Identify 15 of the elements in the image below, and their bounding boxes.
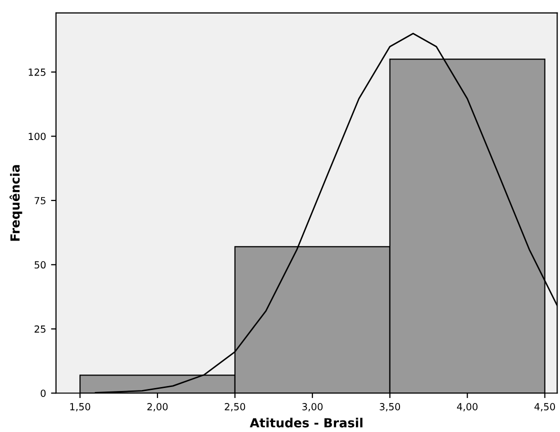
- x-tick-label: 2,50: [224, 403, 246, 412]
- y-tick-label: 0: [40, 390, 46, 397]
- x-tick-label: 4,00: [456, 403, 478, 412]
- y-axis-title: Frequência: [10, 165, 22, 241]
- x-tick-label: 2,00: [147, 403, 168, 412]
- y-tick-label: 125: [28, 68, 46, 76]
- y-tick-label: 25: [34, 325, 46, 333]
- x-tick-label: 3,50: [380, 403, 400, 412]
- y-tick-label: 50: [34, 261, 46, 269]
- x-axis-title: Atitudes - Brasil: [250, 418, 362, 428]
- x-tick-label: 1,50: [70, 403, 90, 412]
- x-tick-label: 4,50: [534, 403, 555, 412]
- y-tick-label: 100: [28, 132, 46, 140]
- x-tick-label: 3,00: [302, 403, 323, 412]
- y-tick-label: 75: [34, 197, 46, 204]
